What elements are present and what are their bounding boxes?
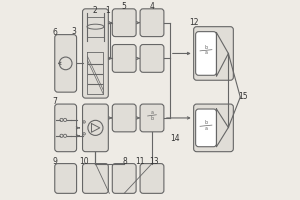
Text: 5: 5 [122, 2, 127, 11]
FancyBboxPatch shape [194, 27, 233, 80]
Text: a: a [151, 110, 154, 115]
FancyBboxPatch shape [140, 104, 164, 132]
FancyBboxPatch shape [82, 164, 108, 193]
Text: a: a [205, 126, 208, 131]
FancyBboxPatch shape [194, 104, 233, 152]
FancyBboxPatch shape [140, 164, 164, 193]
FancyBboxPatch shape [55, 35, 76, 92]
Text: 1: 1 [105, 6, 110, 15]
FancyBboxPatch shape [140, 9, 164, 37]
Text: 2: 2 [92, 6, 97, 15]
FancyBboxPatch shape [196, 109, 217, 147]
Text: 13: 13 [149, 157, 158, 166]
FancyBboxPatch shape [55, 164, 76, 193]
Text: a: a [205, 50, 208, 55]
FancyBboxPatch shape [112, 9, 136, 37]
FancyBboxPatch shape [112, 104, 136, 132]
Text: b: b [150, 116, 154, 121]
Text: 8: 8 [123, 157, 128, 166]
Text: 4: 4 [149, 2, 154, 11]
Text: 6: 6 [53, 28, 58, 37]
Text: b: b [204, 45, 208, 50]
FancyBboxPatch shape [196, 32, 217, 75]
Text: 12: 12 [189, 18, 199, 27]
Text: 10: 10 [79, 157, 88, 166]
FancyBboxPatch shape [140, 45, 164, 72]
FancyBboxPatch shape [112, 164, 136, 193]
Text: 9: 9 [53, 157, 58, 166]
Text: 3: 3 [71, 27, 76, 36]
FancyBboxPatch shape [82, 9, 108, 98]
Text: 7: 7 [53, 97, 58, 106]
Text: 15: 15 [238, 92, 248, 101]
Text: b: b [204, 120, 208, 125]
Text: 11: 11 [135, 157, 145, 166]
FancyBboxPatch shape [82, 104, 108, 152]
FancyBboxPatch shape [55, 104, 76, 152]
Text: 14: 14 [170, 134, 180, 143]
FancyBboxPatch shape [112, 45, 136, 72]
